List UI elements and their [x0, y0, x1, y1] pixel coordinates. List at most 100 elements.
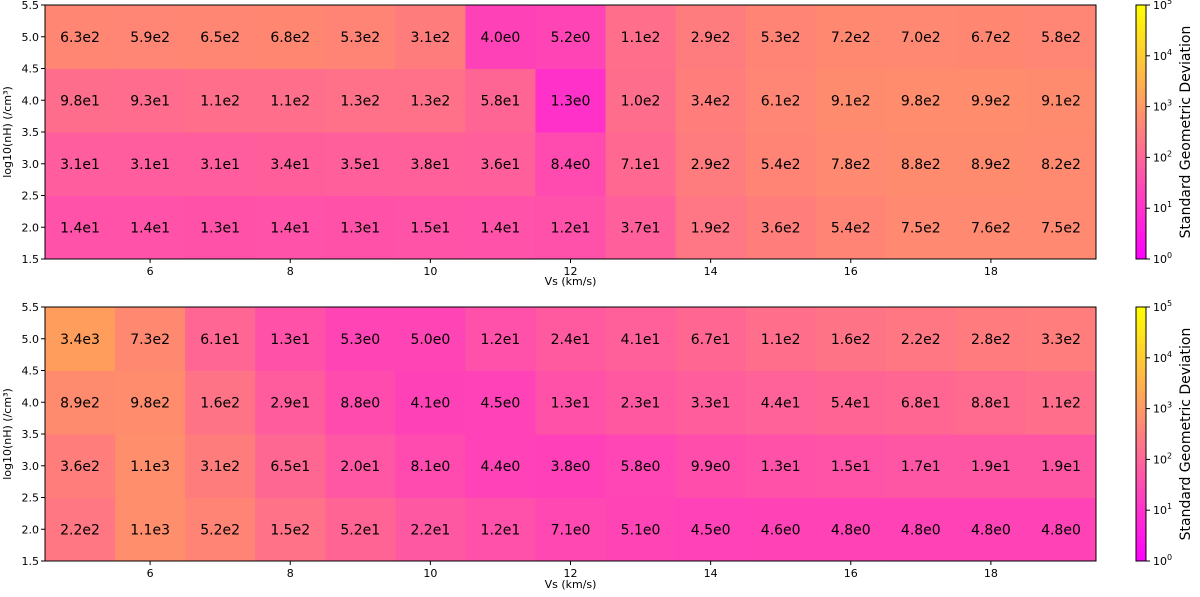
- cell-value-label: 6.1e1: [200, 332, 240, 348]
- heatmap-cell: [45, 497, 116, 562]
- cell-value-label: 6.7e2: [971, 30, 1011, 46]
- heatmap-cell: [465, 434, 536, 498]
- heatmap-cell: [605, 370, 677, 435]
- x-tick-label: 8: [287, 567, 294, 580]
- cell-value-label: 6.8e1: [901, 395, 941, 411]
- heatmap-cell: [955, 195, 1027, 260]
- cell-value-label: 2.9e2: [691, 157, 731, 173]
- cell-value-label: 1.1e2: [1041, 395, 1081, 411]
- cell-value-label: 1.2e1: [551, 220, 591, 236]
- cell-value-label: 1.9e1: [971, 459, 1011, 475]
- cell-value-label: 1.5e2: [270, 522, 310, 538]
- heatmap-cell: [465, 370, 536, 435]
- heatmap-cell: [45, 132, 116, 196]
- y-axis-ticks: 1.5 2.0 2.5 3.0 3.5 4.0 4.5 5.0 5.5: [22, 0, 45, 266]
- cell-value-label: 1.3e1: [551, 395, 591, 411]
- colorbar-tick-label: 103: [1153, 99, 1172, 114]
- heatmap-cell: [465, 132, 536, 196]
- cell-value-label: 7.6e2: [971, 220, 1011, 236]
- heatmap-cell: [1025, 5, 1097, 69]
- heatmap-cell: [955, 307, 1027, 371]
- heatmap-cell: [255, 370, 326, 435]
- heatmap-cell: [465, 307, 536, 371]
- x-tick-label: 8: [287, 265, 294, 278]
- colorbar-tick-label: 102: [1153, 149, 1172, 164]
- cell-value-label: 1.6e2: [200, 395, 240, 411]
- y-tick-label: 4.5: [22, 365, 40, 378]
- heatmap-cell: [885, 132, 957, 196]
- cell-value-label: 4.8e0: [901, 522, 941, 538]
- cell-value-label: 1.3e2: [410, 93, 450, 109]
- x-tick-label: 6: [147, 265, 154, 278]
- cell-value-label: 1.1e2: [761, 332, 801, 348]
- y-axis-ticks: 1.5 2.0 2.5 3.0 3.5 4.0 4.5 5.0 5.5: [22, 301, 45, 568]
- heatmap-cell: [185, 434, 256, 498]
- cell-value-label: 7.8e2: [831, 157, 871, 173]
- colorbar-gradient: [1135, 4, 1147, 260]
- heatmap-cell: [1025, 370, 1097, 435]
- heatmap-cell: [45, 307, 116, 371]
- colorbar-tick-label: 105: [1153, 0, 1172, 12]
- cell-value-label: 7.0e2: [901, 30, 941, 46]
- heatmap-cell: [885, 5, 957, 69]
- cell-value-label: 1.1e2: [270, 93, 310, 109]
- heatmap-cell: [675, 5, 747, 69]
- y-tick-label: 1.5: [22, 253, 40, 266]
- heatmap-cell: [45, 434, 116, 498]
- heatmap-cell: [815, 434, 887, 498]
- cell-value-label: 6.7e1: [691, 332, 731, 348]
- heatmap-cell: [675, 497, 747, 562]
- cell-value-label: 8.8e1: [971, 395, 1011, 411]
- heatmap-cell: [745, 195, 817, 260]
- heatmap-cell: [185, 132, 256, 196]
- cell-value-label: 3.6e2: [60, 459, 100, 475]
- cell-value-label: 4.8e0: [831, 522, 871, 538]
- cell-value-label: 2.2e1: [410, 522, 450, 538]
- cell-value-label: 1.3e1: [761, 459, 801, 475]
- cell-value-label: 5.2e2: [200, 522, 240, 538]
- cell-value-label: 2.9e1: [270, 395, 310, 411]
- cell-value-label: 6.3e2: [60, 30, 100, 46]
- x-tick-label: 14: [704, 265, 718, 278]
- cell-value-label: 2.4e1: [551, 332, 591, 348]
- colorbar-tick-label: 101: [1153, 502, 1172, 517]
- colorbar-label: Standard Geometric Deviation: [1178, 26, 1194, 239]
- heatmap-cell: [1025, 434, 1097, 498]
- colorbar: 100 101 102 103 104 105 Standard Geometric Dev…: [1135, 299, 1194, 568]
- heatmap-cell: [325, 497, 396, 562]
- cell-value-label: 4.6e0: [761, 522, 801, 538]
- colorbar-tick-label: 101: [1153, 200, 1172, 215]
- cell-value-label: 1.6e2: [831, 332, 871, 348]
- heatmap-cell: [185, 5, 256, 69]
- colorbar-tick-label: 103: [1153, 401, 1172, 416]
- cell-value-label: 4.8e0: [971, 522, 1011, 538]
- cell-value-label: 7.3e2: [130, 332, 170, 348]
- heatmap-cell: [115, 5, 186, 69]
- heatmap-cell: [955, 5, 1027, 69]
- heatmap-cell: [605, 307, 677, 371]
- heatmap-cell: [115, 497, 186, 562]
- y-tick-label: 5.0: [22, 333, 40, 346]
- heatmap-cell: [1025, 497, 1097, 562]
- heatmap-cell: [395, 195, 466, 260]
- x-tick-label: 14: [704, 567, 718, 580]
- heatmap-cell: [675, 195, 747, 260]
- cell-value-label: 3.6e1: [481, 157, 521, 173]
- cell-value-label: 3.6e2: [761, 220, 801, 236]
- heatmap-cell: [885, 434, 957, 498]
- heatmap-cell: [115, 195, 186, 260]
- cell-value-label: 5.4e1: [831, 395, 871, 411]
- cell-value-label: 1.5e1: [831, 459, 871, 475]
- colorbar-label: Standard Geometric Deviation: [1178, 328, 1194, 541]
- cell-value-label: 9.3e1: [130, 93, 170, 109]
- cell-value-label: 7.2e2: [831, 30, 871, 46]
- heatmap-cell: [325, 68, 396, 133]
- cell-value-label: 6.8e2: [270, 30, 310, 46]
- heatmap-cells: [45, 307, 1097, 562]
- heatmap-cell: [815, 307, 887, 371]
- colorbar-tick-label: 102: [1153, 451, 1172, 466]
- y-tick-label: 3.0: [22, 158, 40, 171]
- cell-value-label: 4.0e0: [481, 30, 521, 46]
- x-tick-label: 6: [147, 567, 154, 580]
- heatmap-cell: [465, 195, 536, 260]
